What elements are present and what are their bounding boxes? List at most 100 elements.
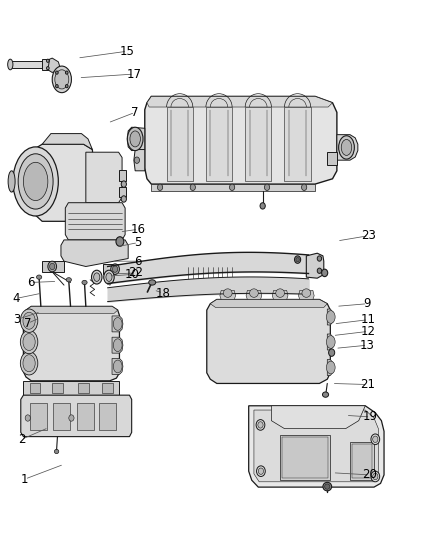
- Polygon shape: [272, 290, 288, 300]
- Polygon shape: [134, 150, 145, 171]
- Ellipse shape: [157, 184, 162, 190]
- Ellipse shape: [301, 184, 307, 190]
- Ellipse shape: [94, 273, 100, 281]
- Bar: [52, 383, 63, 393]
- Text: 23: 23: [361, 229, 376, 242]
- Ellipse shape: [25, 415, 30, 421]
- Ellipse shape: [326, 311, 335, 324]
- Ellipse shape: [65, 71, 68, 74]
- Bar: [350, 442, 374, 480]
- Ellipse shape: [55, 70, 69, 89]
- Text: 12: 12: [361, 325, 376, 338]
- Ellipse shape: [104, 270, 114, 284]
- Ellipse shape: [113, 339, 122, 352]
- Bar: [352, 444, 372, 478]
- Ellipse shape: [130, 131, 141, 147]
- Bar: [30, 402, 47, 430]
- Ellipse shape: [302, 289, 311, 297]
- Ellipse shape: [20, 352, 38, 375]
- Ellipse shape: [48, 261, 57, 272]
- Ellipse shape: [326, 361, 335, 374]
- Ellipse shape: [190, 184, 195, 190]
- Bar: [283, 437, 328, 478]
- Ellipse shape: [265, 184, 270, 190]
- Bar: [53, 402, 70, 430]
- Polygon shape: [206, 107, 232, 181]
- Polygon shape: [246, 290, 262, 300]
- Text: 6: 6: [134, 255, 142, 268]
- Polygon shape: [26, 306, 118, 313]
- Polygon shape: [249, 406, 384, 487]
- Polygon shape: [337, 135, 358, 160]
- Polygon shape: [23, 381, 120, 395]
- Polygon shape: [210, 300, 327, 308]
- Ellipse shape: [134, 157, 140, 164]
- Polygon shape: [103, 264, 130, 274]
- Polygon shape: [42, 261, 64, 272]
- Text: 4: 4: [13, 292, 20, 305]
- Bar: [280, 435, 330, 480]
- Ellipse shape: [52, 66, 71, 93]
- Ellipse shape: [321, 269, 328, 277]
- Ellipse shape: [325, 484, 330, 489]
- Ellipse shape: [18, 154, 53, 209]
- Polygon shape: [112, 316, 123, 332]
- Ellipse shape: [46, 59, 49, 62]
- Ellipse shape: [127, 127, 143, 151]
- Ellipse shape: [113, 360, 122, 373]
- Ellipse shape: [56, 85, 58, 88]
- Ellipse shape: [46, 67, 49, 70]
- Polygon shape: [245, 107, 272, 181]
- Ellipse shape: [113, 318, 122, 330]
- Ellipse shape: [113, 266, 118, 272]
- Text: 6: 6: [27, 276, 34, 289]
- Polygon shape: [12, 172, 18, 191]
- Ellipse shape: [121, 196, 127, 202]
- Polygon shape: [145, 96, 337, 184]
- Ellipse shape: [317, 256, 321, 261]
- Ellipse shape: [92, 270, 102, 284]
- Text: 18: 18: [155, 287, 170, 300]
- Polygon shape: [42, 59, 49, 70]
- Ellipse shape: [371, 434, 380, 445]
- Polygon shape: [220, 290, 236, 300]
- Bar: [102, 383, 113, 393]
- Ellipse shape: [8, 171, 15, 192]
- Bar: [99, 402, 116, 430]
- Bar: [327, 152, 337, 165]
- Ellipse shape: [257, 466, 265, 477]
- Ellipse shape: [36, 275, 42, 279]
- Polygon shape: [32, 144, 95, 221]
- Polygon shape: [166, 107, 193, 181]
- Polygon shape: [151, 184, 315, 191]
- Ellipse shape: [258, 422, 263, 428]
- Ellipse shape: [230, 184, 235, 190]
- Ellipse shape: [373, 436, 378, 442]
- Polygon shape: [327, 309, 334, 325]
- Ellipse shape: [49, 263, 55, 270]
- Polygon shape: [21, 395, 132, 437]
- Polygon shape: [23, 306, 120, 381]
- Ellipse shape: [82, 280, 87, 285]
- Bar: [119, 169, 127, 181]
- Polygon shape: [127, 127, 145, 151]
- Text: 10: 10: [124, 268, 139, 281]
- Ellipse shape: [323, 482, 332, 491]
- Ellipse shape: [23, 163, 48, 200]
- Polygon shape: [112, 337, 123, 353]
- Polygon shape: [306, 253, 324, 278]
- Text: 17: 17: [126, 68, 141, 80]
- Ellipse shape: [317, 268, 321, 273]
- Ellipse shape: [23, 334, 35, 351]
- Polygon shape: [298, 290, 314, 300]
- Ellipse shape: [111, 264, 120, 274]
- Text: 7: 7: [131, 106, 139, 119]
- Text: 19: 19: [363, 410, 378, 423]
- Ellipse shape: [69, 415, 74, 421]
- Text: 5: 5: [134, 236, 142, 249]
- Text: 1: 1: [21, 473, 28, 486]
- Ellipse shape: [23, 355, 35, 372]
- Polygon shape: [112, 359, 123, 374]
- Ellipse shape: [106, 273, 112, 281]
- Text: 3: 3: [13, 313, 20, 326]
